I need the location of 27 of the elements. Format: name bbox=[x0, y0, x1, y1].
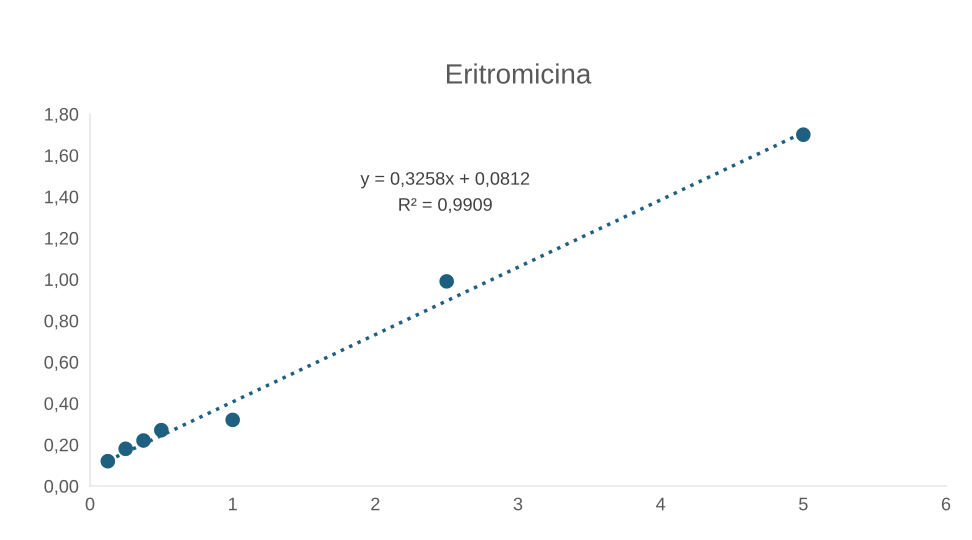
y-tick-label: 0,20 bbox=[44, 438, 78, 454]
y-tick-label: 1,40 bbox=[45, 190, 78, 206]
point bbox=[225, 412, 240, 428]
y-tick-label: 1,80 bbox=[45, 108, 78, 123]
annotation: y = 0,3258x + 0,0812 bbox=[360, 172, 530, 188]
x-tick-label: 1 bbox=[229, 498, 237, 510]
point bbox=[100, 454, 116, 468]
y-tick-label: 0,40 bbox=[44, 397, 78, 412]
y-tick-label: 1,00 bbox=[45, 273, 78, 288]
y-tick-label: 0,60 bbox=[44, 356, 78, 371]
x-tick-label: 5 bbox=[799, 498, 808, 510]
y-tick-label: 1,20 bbox=[45, 232, 78, 247]
point bbox=[136, 433, 151, 448]
x-tick-label: 3 bbox=[514, 498, 522, 510]
x-tick-label: 2 bbox=[371, 498, 380, 510]
chart-title: Eritromicina bbox=[446, 63, 592, 84]
point bbox=[796, 127, 811, 142]
x-tick-label: 6 bbox=[942, 498, 950, 510]
x-tick-label: 4 bbox=[656, 498, 666, 510]
point bbox=[154, 422, 169, 438]
y-tick-label: 0,00 bbox=[44, 480, 78, 495]
x-tick-label: 0 bbox=[86, 498, 94, 510]
y-tick-label: 0,80 bbox=[44, 314, 78, 330]
y-tick-label: 1,60 bbox=[45, 149, 78, 164]
annotation: R² = 0,9909 bbox=[399, 198, 492, 214]
point bbox=[118, 442, 133, 456]
point bbox=[439, 274, 454, 289]
